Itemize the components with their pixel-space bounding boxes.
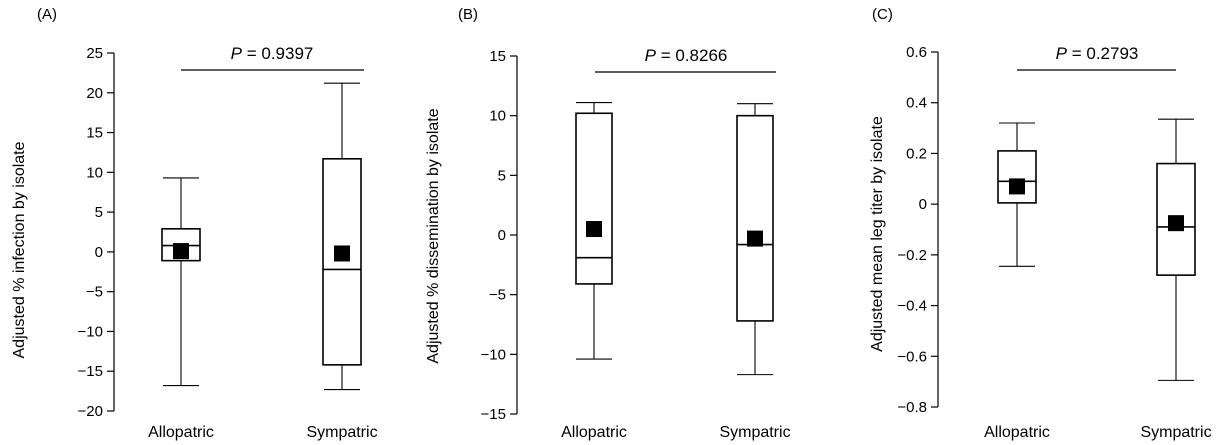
y-tick-label-b: 5: [498, 167, 506, 184]
y-tick-label-a: 15: [86, 125, 103, 142]
panel-b: (B) Adjusted % dissemination by isolate …: [425, 6, 791, 441]
panel-c: (C) Adjusted mean leg titer by isolate 0…: [869, 6, 1212, 441]
panel-label-b: (B): [458, 6, 478, 23]
p-value-a: P = 0.9397: [231, 44, 314, 63]
category-label-allopatric-a: Allopatric: [148, 424, 214, 441]
y-tick-label-a: −10: [78, 323, 103, 340]
y-tick-label-b: −5: [489, 287, 506, 304]
boxes-a: [161, 82, 362, 391]
y-tick-label-a: −15: [78, 363, 103, 380]
y-axis-label-a: Adjusted % infection by isolate: [11, 141, 28, 358]
box-sympatric-b: [736, 103, 774, 376]
panel-label-c: (C): [872, 6, 893, 23]
mean-marker: [173, 243, 189, 260]
y-tick-label-c: −0.8: [897, 399, 927, 416]
y-axis-c: 0.6 0.4 0.2 0 −0.2 −0.4 −0.6 −0.8: [897, 44, 939, 416]
category-label-sympatric-c: Sympatric: [1140, 424, 1211, 441]
mean-marker: [586, 221, 602, 238]
y-tick-label-b: 0: [498, 227, 506, 244]
category-label-allopatric-c: Allopatric: [984, 424, 1050, 441]
box-allopatric-b: [575, 101, 613, 360]
mean-marker: [1009, 178, 1025, 195]
boxes-c: [997, 118, 1196, 381]
box-allopatric-c: [997, 122, 1037, 267]
y-tick-label-a: 5: [95, 204, 103, 221]
p-value-bracket-a: P = 0.9397: [181, 44, 364, 71]
category-label-sympatric-a: Sympatric: [306, 424, 377, 441]
y-tick-label-c: −0.6: [897, 348, 927, 365]
p-value-b: P = 0.8266: [645, 46, 728, 65]
y-tick-label-b: −10: [481, 346, 506, 363]
y-tick-label-c: 0.4: [906, 95, 927, 112]
p-value-bracket-c: P = 0.2793: [1017, 44, 1176, 71]
y-tick-label-b: 15: [489, 48, 506, 65]
box-allopatric-a: [161, 177, 201, 387]
p-value-bracket-b: P = 0.8266: [595, 46, 776, 73]
y-axis-label-c: Adjusted mean leg titer by isolate: [869, 116, 886, 352]
category-label-allopatric-b: Allopatric: [561, 424, 627, 441]
y-tick-label-c: −0.2: [897, 247, 927, 264]
y-tick-label-b: 10: [489, 108, 506, 125]
p-value-c: P = 0.2793: [1056, 44, 1139, 63]
y-tick-label-a: −20: [78, 403, 103, 420]
y-tick-label-c: 0.2: [906, 145, 927, 162]
y-tick-label-a: 25: [86, 45, 103, 62]
iqr-box: [575, 112, 613, 285]
panel-label-a: (A): [37, 6, 57, 23]
category-label-sympatric-b: Sympatric: [719, 424, 790, 441]
y-tick-label-c: −0.4: [897, 298, 927, 315]
iqr-box: [997, 150, 1037, 204]
mean-marker: [334, 245, 350, 262]
mean-marker: [1168, 215, 1184, 232]
mean-marker: [747, 230, 763, 247]
y-axis-a: 25 20 15 10 5 0 −5 −10 −15 −20: [78, 45, 115, 420]
panel-a: (A) Adjusted % infection by isolate 25 20…: [11, 6, 378, 441]
y-tick-label-a: 20: [86, 85, 103, 102]
y-tick-label-a: 0: [95, 244, 103, 261]
y-axis-label-b: Adjusted % dissemination by isolate: [425, 108, 442, 363]
iqr-box: [736, 114, 774, 322]
y-axis-b: 15 10 5 0 −5 −10 −15: [481, 48, 518, 423]
box-sympatric-c: [1156, 118, 1196, 381]
iqr-box: [322, 158, 362, 366]
y-tick-label-c: 0.6: [906, 44, 927, 61]
y-tick-label-b: −15: [481, 406, 506, 423]
boxes-b: [575, 101, 774, 376]
y-tick-label-a: 10: [86, 164, 103, 181]
box-sympatric-a: [322, 82, 362, 391]
y-tick-label-c: 0: [919, 196, 927, 213]
y-tick-label-a: −5: [86, 284, 103, 301]
